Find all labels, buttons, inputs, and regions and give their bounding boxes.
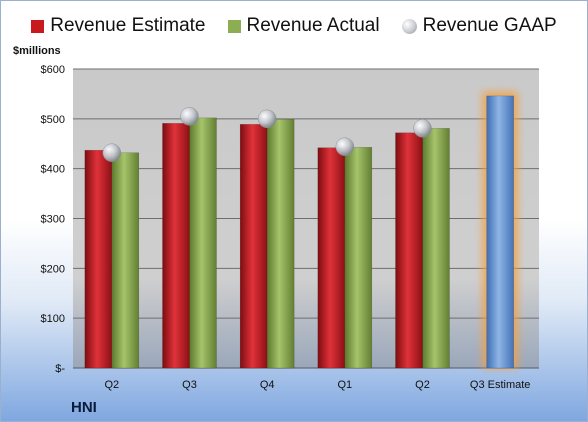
bar-estimate-4 (395, 132, 423, 369)
bar-estimate-0 (84, 149, 113, 369)
legend-swatch-revenue-estimate (31, 19, 45, 33)
bars (84, 91, 518, 369)
x-tick-label-0: Q2 (104, 379, 119, 391)
bar-estimate-3 (317, 147, 346, 369)
company-ticker: HNI (71, 399, 97, 416)
gridlines (73, 68, 539, 369)
gaap-marker-2 (257, 109, 277, 129)
gaap-marker-3 (335, 137, 355, 156)
x-tick-label-4: Q2 (415, 379, 430, 391)
legend-item-revenue-actual: Revenue Actual (227, 15, 380, 37)
x-tick-label-2: Q4 (260, 379, 275, 391)
legend-item-revenue-gaap: Revenue GAAP (401, 15, 557, 37)
gaap-marker-0 (102, 143, 122, 162)
legend-label-revenue-gaap: Revenue GAAP (422, 15, 557, 36)
legend-swatch-revenue-actual (227, 19, 241, 33)
y-axis-unit-label: $millions (13, 45, 61, 57)
gaap-marker-4 (413, 119, 432, 138)
gaap-marker-1 (180, 107, 199, 126)
y-tick-label-0: $- (55, 363, 65, 375)
y-tick-label-6: $600 (41, 64, 65, 76)
bar-forecast (486, 95, 514, 369)
legend-item-revenue-estimate: Revenue Estimate (31, 15, 206, 37)
y-tick-label-5: $500 (41, 114, 65, 126)
legend-swatch-revenue-gaap (401, 18, 417, 34)
legend-label-revenue-estimate: Revenue Estimate (50, 15, 206, 36)
x-tick-label-3: Q1 (337, 379, 352, 391)
chart-legend: Revenue Estimate Revenue Actual Revenue … (1, 15, 587, 37)
bar-actual-1 (189, 117, 217, 369)
y-axis-ticks: $- $100 $200 $300 $400 $500 $600 (41, 64, 66, 375)
y-tick-label-2: $200 (41, 263, 65, 275)
bar-actual-4 (422, 128, 450, 369)
bar-estimate-2 (239, 124, 268, 369)
y-tick-label-3: $300 (41, 214, 65, 226)
bar-actual-3 (344, 146, 373, 369)
bar-actual-0 (111, 152, 140, 369)
gaap-markers (102, 107, 432, 162)
x-tick-label-1: Q3 (182, 379, 197, 391)
bar-chart: $- $100 $200 $300 $400 $500 $600 Q2 Q3 Q4 Q1 Q2 Q3 … (41, 64, 539, 391)
x-tick-label-5: Q3 Estimate (470, 379, 531, 391)
y-tick-label-4: $400 (41, 164, 65, 176)
bar-actual-2 (266, 119, 295, 369)
bar-estimate-1 (162, 123, 190, 369)
x-axis-ticks: Q2 Q3 Q4 Q1 Q2 Q3 Estimate (104, 379, 530, 391)
legend-label-revenue-actual: Revenue Actual (246, 15, 380, 36)
y-tick-label-1: $100 (41, 313, 65, 325)
